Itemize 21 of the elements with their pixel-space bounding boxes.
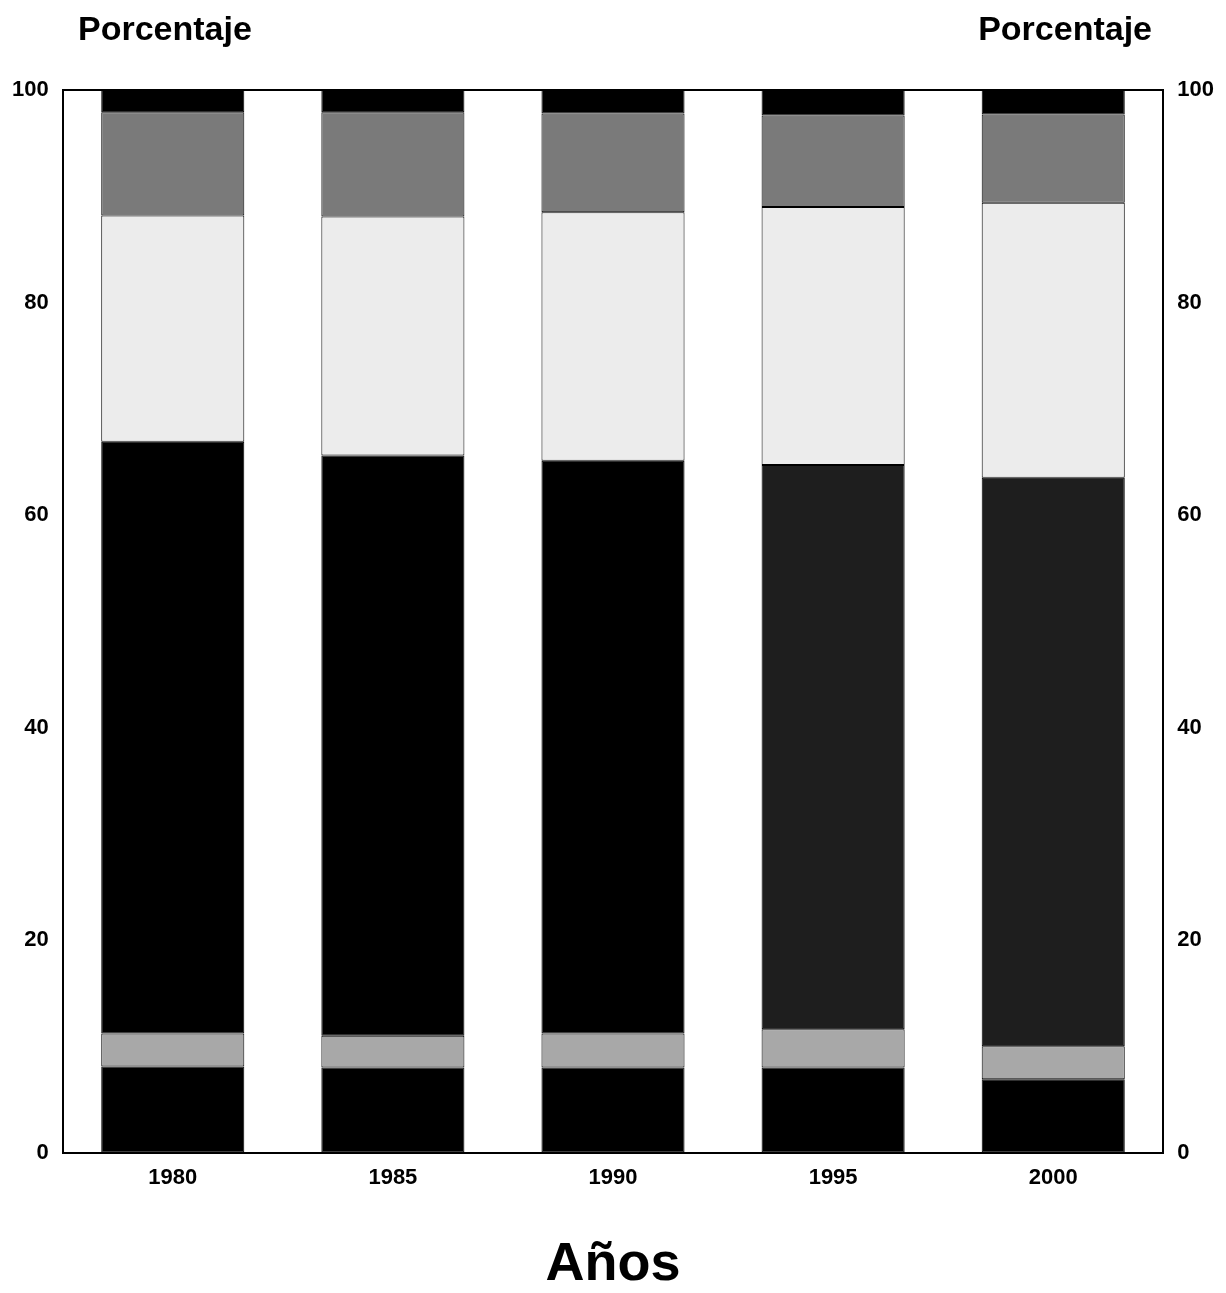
bar [541, 460, 685, 1034]
y-tick-label: 20 [24, 926, 49, 952]
y2-tick-label: 40 [1177, 713, 1202, 739]
x-axis-title: Años [545, 1231, 681, 1291]
y2-tick-label: 20 [1177, 926, 1202, 952]
y-tick-label: 100 [11, 76, 49, 102]
y-tick-label: 40 [24, 713, 49, 739]
y-tick-label: 0 [36, 1138, 49, 1164]
y2-tick-label: 100 [1177, 76, 1215, 102]
y2-axis-title: Porcentaje [978, 9, 1152, 47]
x-tick-label: 1985 [368, 1163, 418, 1189]
x-tick-label: 1990 [588, 1163, 638, 1189]
y-tick-label: 60 [24, 501, 49, 527]
x-tick-label: 1995 [808, 1163, 858, 1189]
y2-tick-label: 60 [1177, 501, 1202, 527]
y-tick-label: 80 [24, 288, 49, 314]
y2-tick-label: 80 [1177, 288, 1202, 314]
y-axis-title: Porcentaje [78, 9, 252, 47]
x-tick-label: 1980 [148, 1163, 198, 1189]
x-tick-label: 2000 [1028, 1163, 1078, 1189]
y2-tick-label: 0 [1177, 1138, 1190, 1164]
